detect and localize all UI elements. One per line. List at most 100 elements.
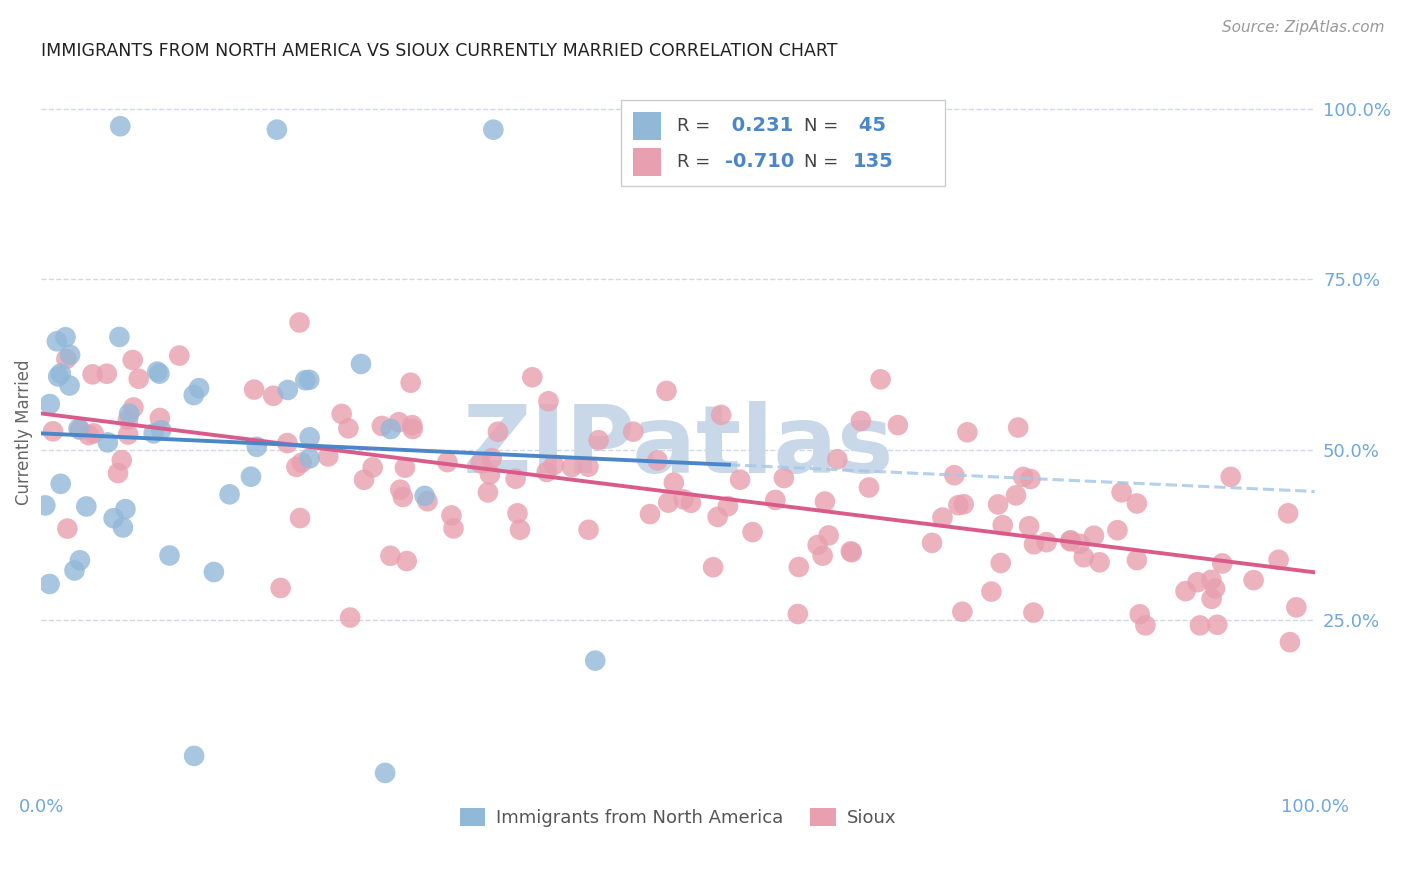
Point — [672, 492, 695, 507]
Point — [1201, 591, 1223, 606]
Point — [330, 407, 353, 421]
Point — [399, 376, 422, 390]
Point — [814, 494, 837, 508]
Point — [657, 496, 679, 510]
Point — [477, 485, 499, 500]
Point — [1007, 420, 1029, 434]
Point — [285, 459, 308, 474]
Point — [537, 394, 560, 409]
FancyBboxPatch shape — [634, 148, 661, 177]
Point — [1059, 533, 1081, 548]
Point — [288, 511, 311, 525]
Point — [578, 523, 600, 537]
Point — [991, 518, 1014, 533]
Text: IMMIGRANTS FROM NORTH AMERICA VS SIOUX CURRENTLY MARRIED CORRELATION CHART: IMMIGRANTS FROM NORTH AMERICA VS SIOUX C… — [41, 42, 838, 60]
Point — [55, 330, 77, 344]
Point — [621, 425, 644, 439]
Point — [505, 472, 527, 486]
Point — [470, 456, 492, 470]
Point — [82, 368, 104, 382]
Point — [149, 411, 172, 425]
Point — [717, 499, 740, 513]
Point — [337, 421, 360, 435]
Text: ZIPatlas: ZIPatlas — [463, 401, 894, 493]
Point — [110, 120, 132, 134]
Text: 135: 135 — [852, 153, 893, 171]
Point — [1005, 488, 1028, 502]
Point — [270, 581, 292, 595]
Point — [239, 469, 262, 483]
Point — [1267, 553, 1289, 567]
Point — [96, 367, 118, 381]
Point — [46, 369, 69, 384]
Text: R =: R = — [676, 117, 716, 135]
Point — [128, 372, 150, 386]
Point — [1088, 555, 1111, 569]
Point — [1211, 557, 1233, 571]
Point — [583, 654, 606, 668]
Point — [1035, 535, 1057, 549]
Point — [786, 607, 808, 621]
Text: 45: 45 — [852, 117, 886, 136]
Point — [638, 507, 661, 521]
Point — [350, 357, 373, 371]
Text: N =: N = — [804, 153, 844, 171]
Point — [952, 497, 974, 511]
Point — [38, 397, 60, 411]
Legend: Immigrants from North America, Sioux: Immigrants from North America, Sioux — [453, 801, 903, 835]
Point — [1219, 470, 1241, 484]
Point — [266, 122, 288, 136]
Point — [869, 372, 891, 386]
Point — [294, 373, 316, 387]
Point — [987, 498, 1010, 512]
Point — [218, 487, 240, 501]
Point — [486, 425, 509, 439]
Point — [1204, 582, 1226, 596]
Point — [394, 460, 416, 475]
Point — [858, 481, 880, 495]
Point — [921, 536, 943, 550]
Point — [169, 349, 191, 363]
Point — [188, 381, 211, 395]
Point — [49, 367, 72, 381]
Point — [1069, 537, 1091, 551]
Point — [402, 422, 425, 436]
Point — [146, 365, 169, 379]
Point — [536, 465, 558, 479]
Point — [807, 538, 830, 552]
Point — [361, 460, 384, 475]
Point — [773, 471, 796, 485]
Point — [1126, 496, 1149, 510]
Point — [246, 440, 269, 454]
Point — [108, 330, 131, 344]
Point — [117, 427, 139, 442]
Point — [97, 435, 120, 450]
Point — [55, 351, 77, 366]
FancyBboxPatch shape — [620, 100, 945, 186]
Point — [1278, 635, 1301, 649]
Point — [702, 560, 724, 574]
Text: 0.231: 0.231 — [725, 117, 793, 136]
Point — [839, 544, 862, 558]
Y-axis label: Currently Married: Currently Married — [15, 359, 32, 505]
Point — [1073, 550, 1095, 565]
Point — [1022, 537, 1045, 551]
Point — [763, 492, 786, 507]
Text: -0.710: -0.710 — [725, 153, 794, 171]
Point — [75, 500, 97, 514]
Point — [118, 407, 141, 421]
Point — [841, 545, 863, 559]
Point — [1277, 506, 1299, 520]
Point — [339, 610, 361, 624]
Point — [482, 122, 505, 136]
Point — [679, 496, 702, 510]
Point — [111, 520, 134, 534]
Point — [380, 549, 402, 563]
Point — [662, 475, 685, 490]
FancyBboxPatch shape — [634, 112, 661, 140]
Point — [811, 549, 834, 563]
Point — [45, 334, 67, 349]
Point — [980, 584, 1002, 599]
Point — [298, 373, 321, 387]
Point — [243, 383, 266, 397]
